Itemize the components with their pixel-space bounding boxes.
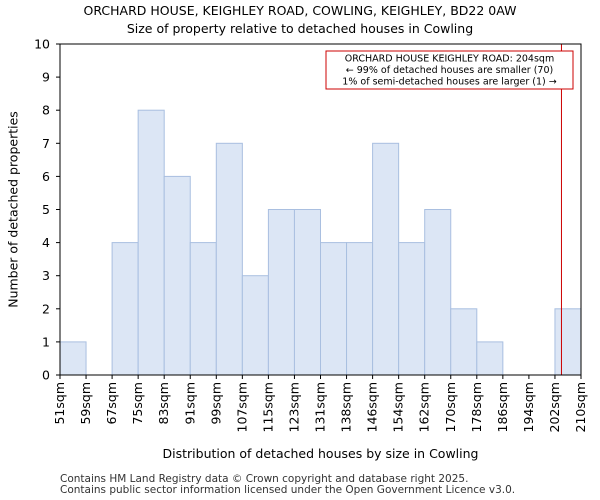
chart-subtitle: Size of property relative to detached ho… [126,21,474,36]
x-tick-label: 91sqm [182,382,197,425]
bar-75sqm [137,109,165,376]
y-tick-label: 0 [42,368,50,383]
plot-frame [59,43,582,376]
x-tick-label: 99sqm [208,382,223,425]
x-tick-label: 123sqm [286,382,301,432]
y-tick-label: 2 [42,301,50,316]
x-tick-label: 115sqm [260,382,275,432]
x-tick-label: 75sqm [130,382,145,425]
x-tick-label: 138sqm [339,382,354,432]
annotation-box: ORCHARD HOUSE KEIGHLEY ROAD: 204sqm ← 99… [325,50,574,90]
bar-91sqm [189,242,217,376]
y-tick-label: 7 [42,136,50,151]
y-axis-label: Number of detached properties [6,111,21,308]
y-axis-ticks: 0 1 2 3 4 5 6 7 8 9 10 [34,37,60,383]
bar-131sqm [320,242,348,376]
x-tick-label: 202sqm [547,382,562,432]
annotation-line-2: ← 99% of detached houses are smaller (70… [346,65,553,76]
bar-146sqm [372,142,400,376]
bar-51sqm [59,341,87,376]
bars-group [59,109,582,376]
bar-170sqm [450,308,478,376]
x-axis-ticks: 51sqm 59sqm 67sqm 75sqm 83sqm 91sqm 99sqm 107sq… [52,375,588,432]
bar-99sqm [215,142,243,376]
x-tick-label: 154sqm [391,382,406,432]
y-tick-label: 4 [42,235,50,250]
histogram-chart: 0 1 2 3 4 5 6 7 8 9 10 51sqm 59sqm 67sqm 75sqm 83sqm 91… [6,37,589,462]
x-axis-label: Distribution of detached houses by size … [163,446,479,461]
y-tick-label: 1 [42,334,50,349]
x-tick-label: 107sqm [234,382,249,432]
bar-202sqm [554,308,582,376]
x-tick-label: 67sqm [104,382,119,425]
footer-line-1: Contains HM Land Registry data © Crown c… [60,473,469,485]
bar-138sqm [346,242,374,376]
chart-title: ORCHARD HOUSE, KEIGHLEY ROAD, COWLING, K… [83,3,517,18]
x-tick-label: 170sqm [443,382,458,432]
y-tick-label: 10 [34,37,50,52]
x-tick-label: 178sqm [469,382,484,432]
x-tick-label: 146sqm [365,382,380,432]
annotation-line-3: 1% of semi-detached houses are larger (1… [342,77,556,88]
x-tick-label: 83sqm [156,382,171,425]
x-tick-label: 59sqm [78,382,93,425]
bar-115sqm [267,209,295,376]
bar-162sqm [424,209,452,376]
x-tick-label: 162sqm [417,382,432,432]
y-tick-label: 6 [42,169,50,184]
x-tick-label: 194sqm [521,382,536,432]
x-tick-label: 210sqm [573,382,588,432]
bar-83sqm [163,175,191,376]
x-tick-label: 186sqm [495,382,510,432]
bar-107sqm [241,275,269,376]
bar-178sqm [476,341,504,376]
y-tick-label: 3 [42,268,50,283]
footer-line-2: Contains public sector information licen… [60,484,516,496]
bar-154sqm [398,242,426,376]
y-tick-label: 5 [42,202,50,217]
annotation-line-1: ORCHARD HOUSE KEIGHLEY ROAD: 204sqm [345,54,554,65]
bar-67sqm [111,242,139,376]
y-tick-label: 9 [42,70,50,85]
x-tick-label: 51sqm [52,382,67,425]
bar-123sqm [293,209,322,376]
x-tick-label: 131sqm [313,382,328,432]
y-tick-label: 8 [42,103,50,118]
